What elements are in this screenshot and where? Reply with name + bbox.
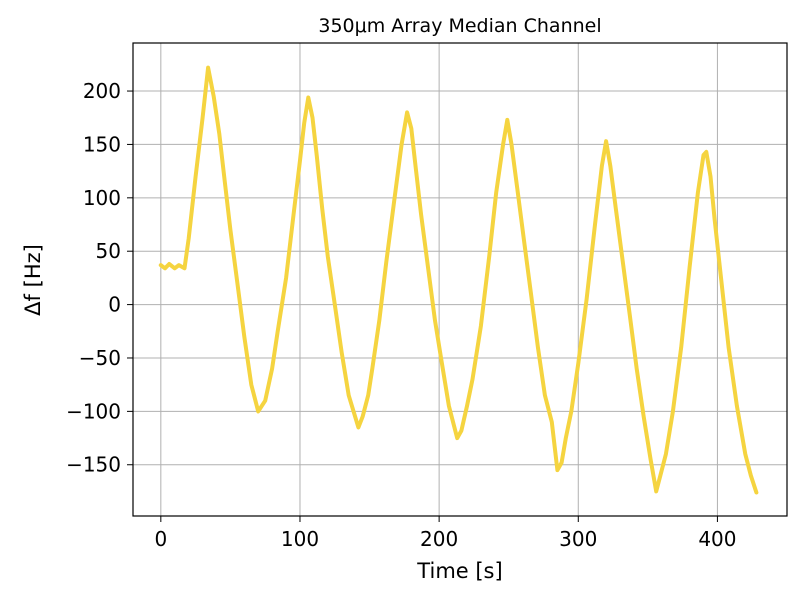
grid xyxy=(133,43,787,516)
y-tick-label: −50 xyxy=(79,346,121,370)
x-axis-label: Time [s] xyxy=(416,559,502,583)
x-tick-label: 300 xyxy=(559,527,597,551)
chart-title: 350μm Array Median Channel xyxy=(318,15,601,37)
y-tick-label: 200 xyxy=(83,79,121,103)
series-line xyxy=(158,65,759,495)
x-tick-label: 100 xyxy=(281,527,319,551)
series-layer xyxy=(158,65,759,495)
y-tick-label: −150 xyxy=(66,453,121,477)
y-axis-label: Δf [Hz] xyxy=(21,244,45,316)
y-tick-label: 150 xyxy=(83,132,121,156)
plot-frame xyxy=(132,42,788,517)
y-tick-label: 100 xyxy=(83,186,121,210)
ticks: 0 100 200 300 400 −150 −100 −50 0 50 100 150 200 xyxy=(66,79,736,551)
y-tick-label: 0 xyxy=(108,293,121,317)
y-tick-label: 50 xyxy=(96,239,121,263)
x-tick-label: 400 xyxy=(698,527,736,551)
x-tick-label: 200 xyxy=(420,527,458,551)
y-tick-label: −100 xyxy=(66,399,121,423)
x-tick-label: 0 xyxy=(154,527,167,551)
